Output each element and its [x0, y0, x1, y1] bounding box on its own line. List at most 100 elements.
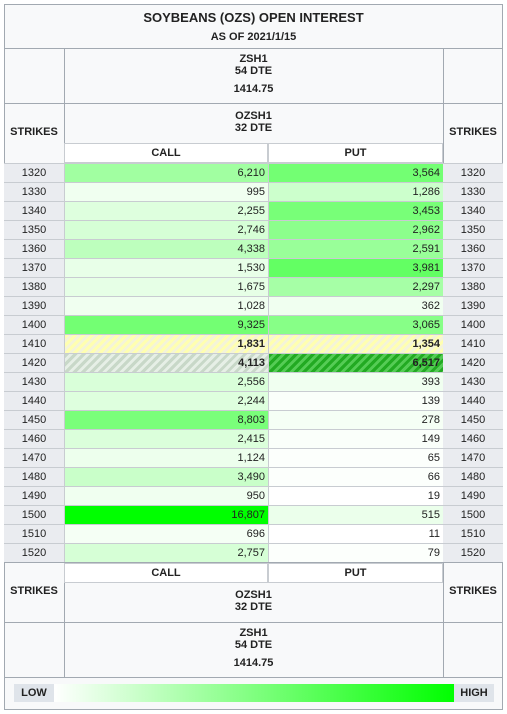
- table-row: 1390 1,028 362 1390: [4, 296, 503, 315]
- strike-left: 1390: [4, 296, 64, 315]
- table-row: 1440 2,244 139 1440: [4, 391, 503, 410]
- table-row: 1340 2,255 3,453 1340: [4, 201, 503, 220]
- underlying-price-footer: 1414.75: [233, 657, 274, 669]
- put-open-interest: 149: [268, 429, 443, 448]
- put-open-interest: 1,286: [268, 182, 443, 201]
- table-row: 1380 1,675 2,297 1380: [4, 277, 503, 296]
- strike-right: 1480: [443, 467, 503, 486]
- strikes-header-left: STRIKES: [10, 126, 58, 138]
- underlying-price: 1414.75: [233, 83, 274, 95]
- put-open-interest: 66: [268, 467, 443, 486]
- underlying-dte-footer: 54 DTE: [234, 639, 273, 651]
- strike-right: 1450: [443, 410, 503, 429]
- put-open-interest: 6,517: [268, 353, 443, 372]
- call-open-interest: 4,338: [64, 239, 268, 258]
- strike-right: 1400: [443, 315, 503, 334]
- strikes-footer-left: STRIKES: [10, 585, 58, 597]
- table-row: 1330 995 1,286 1330: [4, 182, 503, 201]
- table-row: 1500 16,807 515 1500: [4, 505, 503, 524]
- strike-left: 1320: [4, 163, 64, 182]
- table-row: 1410 1,831 1,354 1410: [4, 334, 503, 353]
- strike-left: 1490: [4, 486, 64, 505]
- option-contract: OZSH1: [235, 110, 272, 122]
- strike-left: 1460: [4, 429, 64, 448]
- underlying-header-top: ZSH1 54 DTE 1414.75: [64, 53, 443, 95]
- strike-left: 1400: [4, 315, 64, 334]
- call-open-interest: 2,757: [64, 543, 268, 562]
- put-open-interest: 2,297: [268, 277, 443, 296]
- legend-high-label: HIGH: [454, 684, 494, 702]
- call-open-interest: 2,244: [64, 391, 268, 410]
- strike-left: 1420: [4, 353, 64, 372]
- put-open-interest: 3,065: [268, 315, 443, 334]
- strike-right: 1440: [443, 391, 503, 410]
- call-open-interest: 2,556: [64, 372, 268, 391]
- table-row: 1480 3,490 66 1480: [4, 467, 503, 486]
- strike-right: 1460: [443, 429, 503, 448]
- strike-right: 1420: [443, 353, 503, 372]
- option-header-top: OZSH1 32 DTE: [64, 110, 443, 134]
- put-open-interest: 362: [268, 296, 443, 315]
- call-open-interest: 995: [64, 182, 268, 201]
- legend-low-label: LOW: [14, 684, 54, 702]
- call-open-interest: 1,124: [64, 448, 268, 467]
- put-open-interest: 79: [268, 543, 443, 562]
- put-open-interest: 3,564: [268, 163, 443, 182]
- strike-right: 1370: [443, 258, 503, 277]
- strike-left: 1450: [4, 410, 64, 429]
- strike-left: 1410: [4, 334, 64, 353]
- table-row: 1420 4,113 6,517 1420: [4, 353, 503, 372]
- strike-right: 1320: [443, 163, 503, 182]
- strike-left: 1440: [4, 391, 64, 410]
- call-open-interest: 1,028: [64, 296, 268, 315]
- call-column-header: CALL: [64, 143, 268, 163]
- call-open-interest: 3,490: [64, 467, 268, 486]
- strike-left: 1340: [4, 201, 64, 220]
- table-row: 1370 1,530 3,981 1370: [4, 258, 503, 277]
- strike-left: 1430: [4, 372, 64, 391]
- put-open-interest: 2,591: [268, 239, 443, 258]
- put-open-interest: 19: [268, 486, 443, 505]
- put-column-footer: PUT: [268, 563, 443, 583]
- option-contract-footer: OZSH1: [235, 589, 272, 601]
- put-open-interest: 65: [268, 448, 443, 467]
- table-row: 1470 1,124 65 1470: [4, 448, 503, 467]
- put-open-interest: 515: [268, 505, 443, 524]
- put-open-interest: 139: [268, 391, 443, 410]
- put-column-header: PUT: [268, 143, 443, 163]
- table-row: 1510 696 11 1510: [4, 524, 503, 543]
- table-row: 1350 2,746 2,962 1350: [4, 220, 503, 239]
- call-open-interest: 6,210: [64, 163, 268, 182]
- strikes-header-right: STRIKES: [449, 126, 497, 138]
- underlying-footer: ZSH1 54 DTE 1414.75: [64, 627, 443, 669]
- table-row: 1320 6,210 3,564 1320: [4, 163, 503, 182]
- put-open-interest: 1,354: [268, 334, 443, 353]
- page-title: SOYBEANS (OZS) OPEN INTEREST: [143, 10, 364, 25]
- call-open-interest: 9,325: [64, 315, 268, 334]
- strike-right: 1430: [443, 372, 503, 391]
- as-of-date: AS OF 2021/1/15: [210, 31, 297, 43]
- table-row: 1520 2,757 79 1520: [4, 543, 503, 562]
- strike-left: 1380: [4, 277, 64, 296]
- legend-gradient-bar: [54, 684, 454, 702]
- call-open-interest: 2,415: [64, 429, 268, 448]
- option-dte-footer: 32 DTE: [234, 601, 273, 613]
- call-open-interest: 1,675: [64, 277, 268, 296]
- strike-right: 1410: [443, 334, 503, 353]
- table-row: 1450 8,803 278 1450: [4, 410, 503, 429]
- strike-left: 1510: [4, 524, 64, 543]
- call-open-interest: 8,803: [64, 410, 268, 429]
- strike-right: 1520: [443, 543, 503, 562]
- put-open-interest: 11: [268, 524, 443, 543]
- call-open-interest: 1,530: [64, 258, 268, 277]
- put-open-interest: 3,981: [268, 258, 443, 277]
- put-open-interest: 278: [268, 410, 443, 429]
- call-open-interest: 2,746: [64, 220, 268, 239]
- call-column-footer: CALL: [64, 563, 268, 583]
- option-dte: 32 DTE: [234, 122, 273, 134]
- strike-right: 1360: [443, 239, 503, 258]
- strike-left: 1470: [4, 448, 64, 467]
- strikes-footer-right: STRIKES: [449, 585, 497, 597]
- strike-left: 1480: [4, 467, 64, 486]
- strike-left: 1350: [4, 220, 64, 239]
